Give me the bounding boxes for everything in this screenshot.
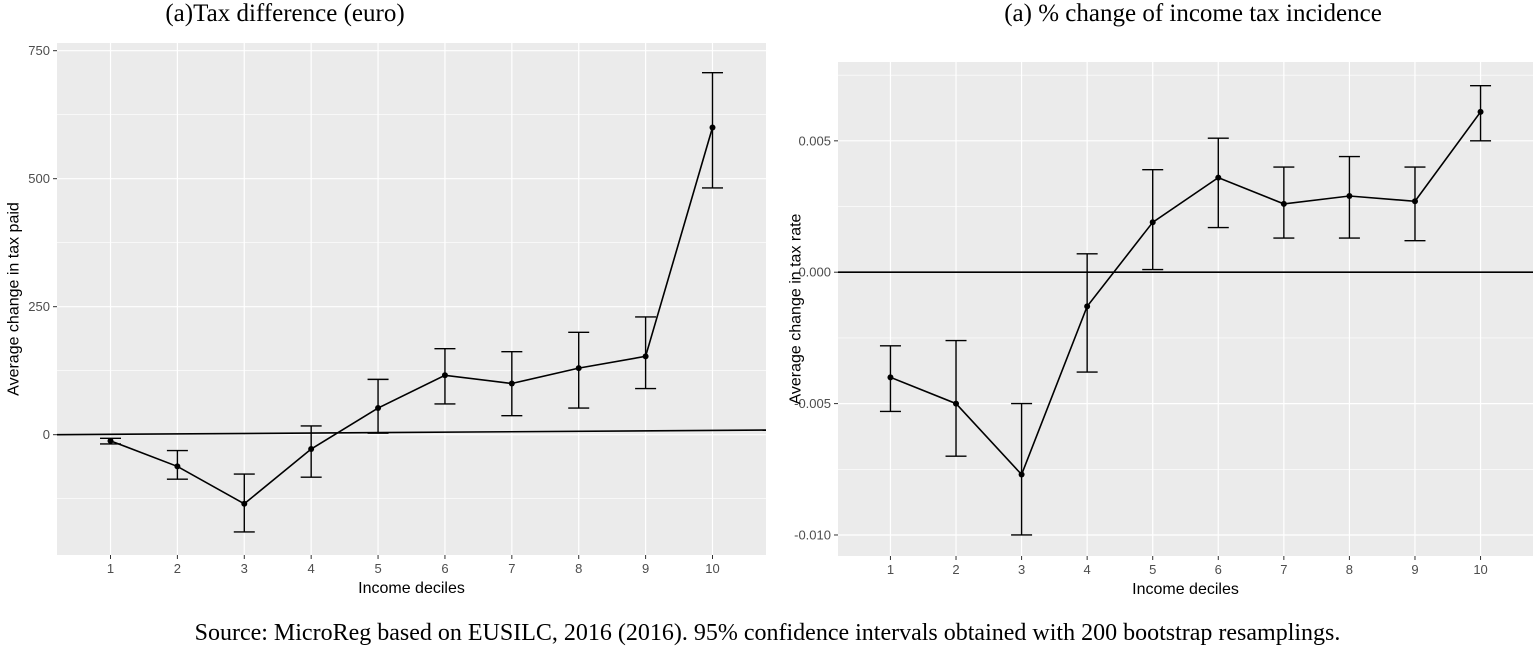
chart-title-left: (a)Tax difference (euro) (165, 0, 405, 27)
chart1-x-tick-label: 10 (705, 561, 719, 576)
chart2-y-tick-label: -0.010 (794, 527, 831, 542)
chart2-y-axis-title: Average change in tax rate (788, 213, 805, 404)
chart2-x-tick-label: 10 (1473, 562, 1487, 577)
chart1-x-tick-label: 4 (308, 561, 315, 576)
chart2-x-tick-label: 2 (952, 562, 959, 577)
chart1-x-tick-label: 2 (174, 561, 181, 576)
chart2-data-point (953, 400, 960, 407)
chart1-data-point (107, 437, 114, 444)
chart2-data-point (1477, 108, 1484, 115)
chart1-data-point (241, 500, 248, 507)
chart1-x-tick-label: 8 (575, 561, 582, 576)
chart1-series-line (110, 127, 714, 505)
chart1-y-tick-label: 500 (28, 171, 50, 186)
chart1-x-tick-label: 6 (441, 561, 448, 576)
chart1-reference-line (56, 429, 767, 436)
chart2-data-point (1018, 471, 1025, 478)
chart2-y-tick-label: 0.005 (798, 133, 831, 148)
chart1-data-point (308, 446, 315, 453)
chart1-x-tick-label: 7 (508, 561, 515, 576)
chart1-x-tick-label: 5 (374, 561, 381, 576)
chart2-x-tick-label: 5 (1149, 562, 1156, 577)
chart2-x-tick-label: 6 (1215, 562, 1222, 577)
chart1-x-tick-label: 3 (241, 561, 248, 576)
chart2-data-point (1411, 198, 1418, 205)
chart2-x-tick-label: 4 (1084, 562, 1091, 577)
chart1-data-point (375, 405, 382, 412)
chart1-data-point (642, 353, 649, 360)
chart1-data-point (709, 124, 716, 131)
source-caption: Source: MicroReg based on EUSILC, 2016 (… (194, 620, 1341, 646)
chart1-data-point (575, 365, 582, 372)
chart2-panel-background (838, 62, 1533, 556)
chart1-x-axis-title: Income deciles (358, 580, 465, 597)
chart1-x-tick-label: 9 (642, 561, 649, 576)
chart1-y-tick-label: 750 (28, 43, 50, 58)
chart2-x-tick-label: 9 (1411, 562, 1418, 577)
chart1-y-axis-title: Average change in tax paid (6, 202, 23, 396)
chart2-data-point (1346, 193, 1353, 200)
chart-title-right: (a) % change of income tax incidence (1004, 0, 1382, 27)
chart2-x-tick-label: 8 (1346, 562, 1353, 577)
chart1-data-point (441, 372, 448, 379)
chart2-data-point (1084, 303, 1091, 310)
chart1-data-point (508, 380, 515, 387)
chart1-panel-background (57, 43, 766, 555)
chart2-x-tick-label: 3 (1018, 562, 1025, 577)
chart2-x-tick-label: 1 (887, 562, 894, 577)
chart2-x-axis-title: Income deciles (1132, 581, 1239, 598)
chart2-data-point (1215, 174, 1222, 181)
chart2-series-line (890, 111, 1482, 477)
chart1-y-tick-label: 250 (28, 299, 50, 314)
chart2-y-tick-label: -0.005 (794, 396, 831, 411)
chart2-data-point (887, 374, 894, 381)
chart2-y-tick-label: 0.000 (798, 265, 831, 280)
chart2-data-point (1149, 219, 1156, 226)
chart2-data-point (1280, 200, 1287, 207)
chart1-data-point (174, 463, 181, 470)
chart1-x-tick-label: 1 (107, 561, 114, 576)
chart2-x-tick-label: 7 (1280, 562, 1287, 577)
chart1-y-tick-label: 0 (43, 427, 50, 442)
